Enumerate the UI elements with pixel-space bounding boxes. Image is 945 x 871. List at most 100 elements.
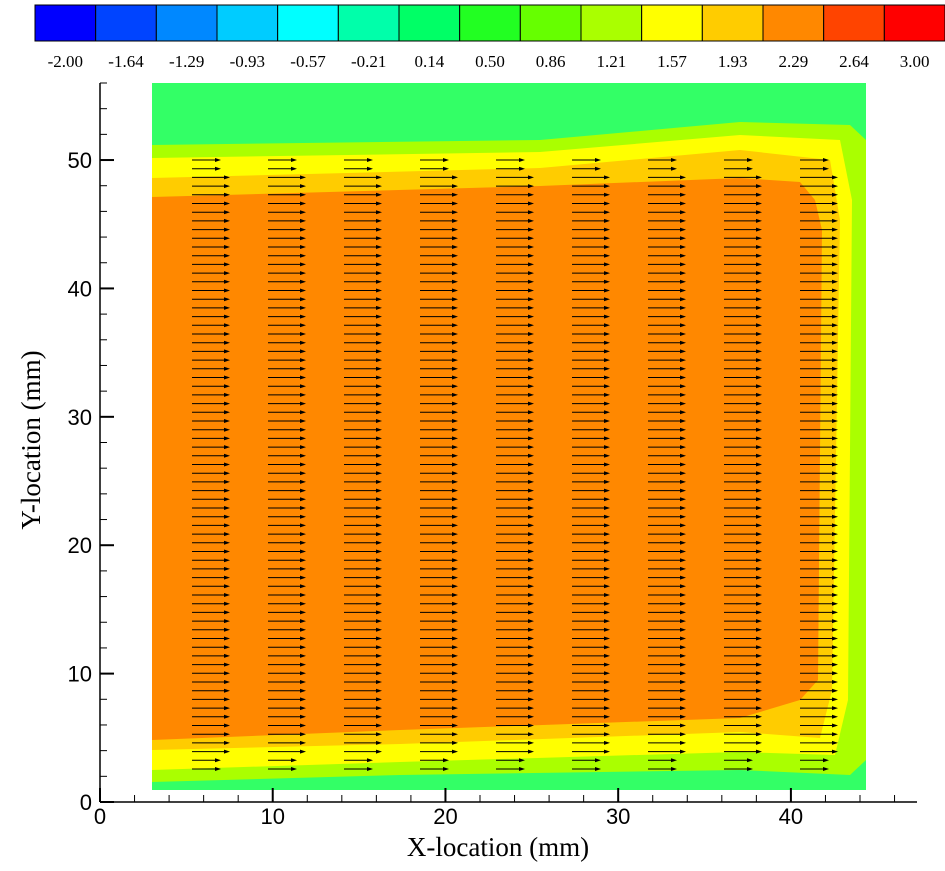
vector-head	[224, 514, 230, 519]
vector-head	[376, 540, 382, 545]
vector-head	[528, 627, 534, 632]
vector-head	[376, 532, 382, 537]
vector-head	[452, 271, 458, 276]
vector-head	[528, 497, 534, 502]
vector-head	[300, 236, 306, 241]
vector-head	[832, 671, 838, 676]
vector-head	[680, 288, 686, 293]
vector-head	[680, 740, 686, 745]
vector-head	[376, 575, 382, 580]
contour-field	[152, 83, 866, 790]
vector-head	[680, 714, 686, 719]
vector-head	[604, 297, 610, 302]
vector-head	[756, 619, 762, 624]
vector-head	[832, 549, 838, 554]
vector-head	[376, 366, 382, 371]
colorbar-cell	[459, 4, 521, 42]
vector-head	[224, 479, 230, 484]
vector-head	[680, 358, 686, 363]
vector-head	[224, 323, 230, 328]
vector-head	[680, 549, 686, 554]
vector-head	[452, 601, 458, 606]
vector-head	[300, 218, 306, 223]
vector-head	[300, 645, 306, 650]
vector-head	[452, 575, 458, 580]
vector-head	[376, 401, 382, 406]
vector-head	[528, 279, 534, 284]
vector-head	[224, 314, 230, 319]
vector-head	[224, 506, 230, 510]
y-tick-label: 50	[68, 148, 92, 173]
colorbar-label: 0.14	[414, 52, 444, 71]
colorbar-cell	[883, 4, 945, 42]
vector-head	[376, 593, 382, 597]
vector-head	[604, 236, 610, 241]
vector-head	[452, 384, 458, 389]
vector-head	[300, 723, 306, 728]
vector-head	[376, 610, 382, 615]
vector-head	[300, 436, 306, 441]
vector-head	[680, 532, 686, 537]
vector-head	[604, 479, 610, 484]
vector-head	[832, 410, 838, 415]
vector-head	[300, 392, 306, 397]
colorbar-label: -0.21	[351, 52, 386, 71]
vector-head	[756, 549, 762, 554]
vector-head	[452, 662, 458, 667]
vector-head	[604, 575, 610, 580]
vector-head	[452, 619, 458, 624]
vector-head	[604, 427, 610, 432]
vector-head	[756, 610, 762, 615]
vector-head	[832, 540, 838, 545]
colorbar-cell	[95, 4, 157, 42]
vector-head	[224, 332, 230, 336]
colorbar-cell	[216, 4, 279, 42]
colorbar-label: -0.57	[290, 52, 326, 71]
vector-head	[452, 305, 458, 310]
vector-head	[224, 288, 230, 293]
vector-head	[300, 384, 306, 389]
vector-head	[528, 314, 534, 319]
vector-head	[300, 358, 306, 363]
vector-head	[680, 419, 686, 423]
vector-head	[528, 662, 534, 667]
vector-head	[519, 166, 525, 171]
vector-head	[452, 488, 458, 493]
vector-head	[376, 419, 382, 423]
vector-head	[832, 662, 838, 667]
vector-head	[528, 514, 534, 519]
vector-head	[756, 627, 762, 632]
vector-head	[604, 323, 610, 328]
vector-head	[832, 653, 838, 658]
vector-head	[224, 366, 230, 371]
vector-head	[224, 523, 230, 528]
vector-head	[604, 245, 610, 249]
vector-head	[376, 453, 382, 458]
vector-field	[192, 158, 838, 771]
vector-head	[452, 366, 458, 371]
vector-head	[452, 453, 458, 458]
vector-head	[376, 497, 382, 502]
vector-head	[300, 636, 306, 641]
vector-head	[832, 488, 838, 493]
vector-head	[528, 253, 534, 258]
vector-head	[680, 245, 686, 249]
vector-head	[376, 201, 382, 206]
vector-head	[300, 566, 306, 571]
vector-head	[224, 236, 230, 241]
vector-head	[680, 366, 686, 371]
vector-head	[376, 175, 382, 180]
vector-head	[300, 184, 306, 189]
vector-head	[604, 749, 610, 754]
vector-head	[528, 297, 534, 302]
vector-head	[604, 366, 610, 371]
vector-head	[604, 488, 610, 493]
vector-head	[528, 366, 534, 371]
vector-head	[300, 471, 306, 476]
vector-head	[300, 749, 306, 754]
vector-head	[832, 236, 838, 241]
vector-head	[224, 645, 230, 650]
vector-head	[680, 636, 686, 641]
vector-head	[756, 653, 762, 658]
vector-head	[832, 453, 838, 458]
